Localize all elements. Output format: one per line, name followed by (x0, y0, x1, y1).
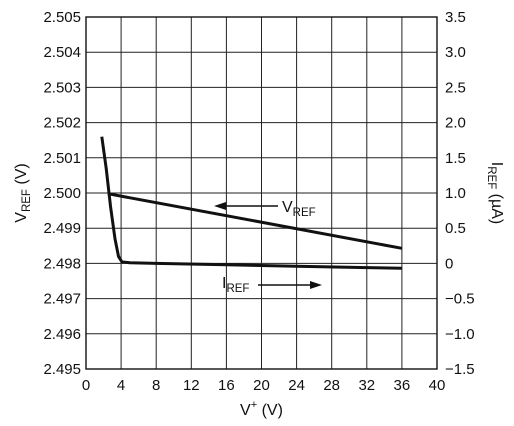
vref-annotation-label: VREF (282, 199, 316, 219)
x-tick-label: 0 (82, 377, 90, 394)
right-tick-label: 1.0 (445, 185, 466, 202)
x-tick-label: 36 (394, 377, 411, 394)
left-tick-label: 2.495 (43, 361, 81, 378)
vref-arrow-head (214, 202, 226, 210)
right-tick-label: 2.5 (445, 79, 466, 96)
x-tick-label: 8 (152, 377, 160, 394)
right-tick-label: −0.5 (445, 291, 475, 308)
left-tick-label: 2.503 (43, 79, 81, 96)
series-layer (100, 136, 403, 270)
left-tick-label: 2.500 (43, 185, 81, 202)
left-tick-label: 2.504 (43, 44, 81, 61)
grid (85, 16, 438, 370)
left-tick-label: 2.505 (43, 9, 81, 26)
right-tick-label: 1.5 (445, 150, 466, 167)
series-vref-line (107, 192, 403, 250)
iref-arrow-head (310, 281, 322, 289)
x-axis-label: V+ (V) (240, 399, 283, 419)
left-tick-label: 2.497 (43, 291, 81, 308)
x-axis-ticks: 0 4 8 12 16 20 24 28 32 36 40 (82, 377, 446, 394)
iref-annotation: IREF (222, 275, 322, 295)
right-axis-ticks: −1.5 −1.0 −0.5 0 0.5 1.0 1.5 2.0 2.5 3.0 3.5 (445, 9, 475, 378)
x-tick-label: 12 (183, 377, 200, 394)
right-tick-label: 3.0 (445, 44, 466, 61)
left-tick-label: 2.496 (43, 326, 81, 343)
right-tick-label: 2.0 (445, 115, 466, 132)
right-tick-label: −1.5 (445, 361, 475, 378)
left-axis-ticks: 2.495 2.496 2.497 2.498 2.499 2.500 2.501 2.502… (43, 9, 81, 378)
left-tick-label: 2.501 (43, 150, 81, 167)
plot-frame (85, 16, 438, 370)
left-tick-label: 2.499 (43, 220, 81, 237)
left-axis-label: VREF (V) (13, 163, 33, 222)
right-tick-label: 0 (445, 255, 453, 272)
x-tick-label: 16 (218, 377, 235, 394)
x-tick-label: 24 (288, 377, 305, 394)
left-tick-label: 2.498 (43, 255, 81, 272)
right-axis-label: IREF (µA) (485, 162, 505, 224)
x-tick-label: 40 (429, 377, 446, 394)
left-tick-label: 2.502 (43, 115, 81, 132)
x-tick-label: 28 (323, 377, 340, 394)
right-tick-label: −1.0 (445, 326, 475, 343)
iref-annotation-label: IREF (222, 275, 249, 295)
right-tick-label: 3.5 (445, 9, 466, 26)
x-tick-label: 4 (117, 377, 125, 394)
x-tick-label: 32 (358, 377, 375, 394)
series-iref-line (100, 136, 402, 270)
right-tick-label: 0.5 (445, 220, 466, 237)
x-tick-label: 20 (253, 377, 270, 394)
vref-annotation: VREF (214, 199, 316, 219)
